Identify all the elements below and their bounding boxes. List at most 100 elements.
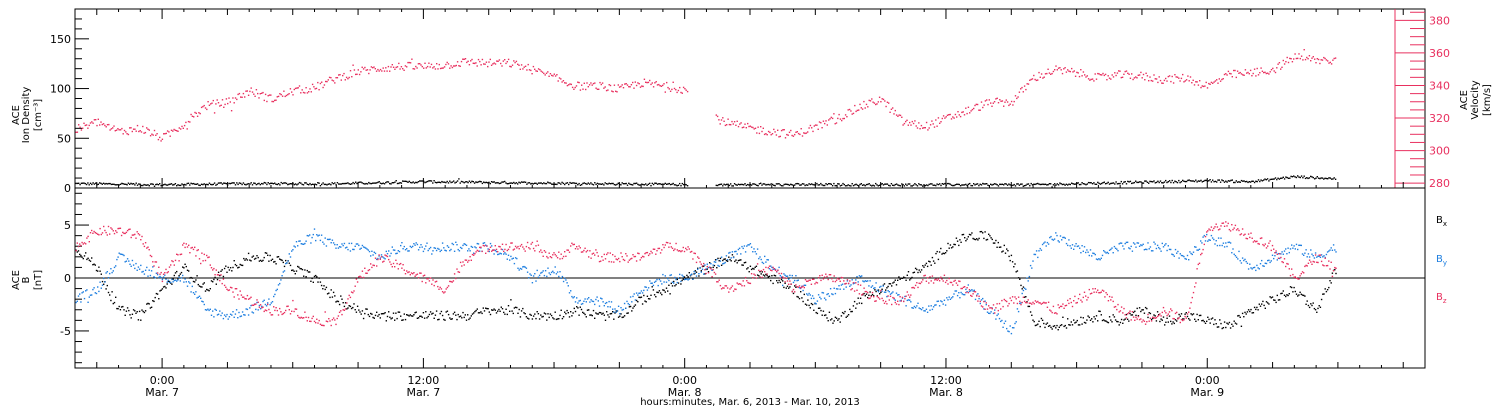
data-point-bz [439, 286, 441, 289]
data-point-ion-density [1081, 182, 1083, 184]
data-point-ion-density [803, 183, 805, 185]
data-point-bz [786, 280, 789, 282]
data-point-bx [149, 307, 152, 309]
data-point-velocity [471, 58, 473, 61]
data-point-bx [289, 264, 292, 267]
data-point-ion-density [129, 183, 131, 185]
data-point-by [1250, 267, 1252, 269]
data-point-velocity [595, 87, 597, 89]
data-point-bz [540, 249, 542, 251]
data-point-bx [161, 288, 164, 290]
data-point-by [762, 262, 765, 265]
data-point-velocity [1260, 67, 1262, 69]
data-point-bx [271, 258, 274, 260]
data-point-bz [341, 313, 343, 316]
data-point-bx [166, 283, 168, 285]
data-point-bx [995, 239, 997, 242]
data-point-by [194, 293, 196, 295]
data-point-bz [685, 247, 687, 250]
data-point-velocity [733, 121, 736, 123]
data-point-bz [578, 245, 580, 247]
data-point-bz [749, 282, 752, 285]
data-point-bx [736, 262, 738, 264]
data-point-velocity [148, 129, 150, 131]
data-point-ion-density [905, 183, 907, 185]
data-point-velocity [373, 66, 375, 68]
data-point-bz [911, 287, 913, 289]
data-point-bx [434, 314, 437, 316]
data-point-bx [731, 254, 734, 256]
data-point-bz [632, 254, 634, 256]
data-point-bx [1208, 318, 1210, 321]
data-point-velocity [210, 103, 212, 105]
data-point-velocity [311, 83, 314, 86]
data-point-ion-density [1290, 175, 1292, 178]
data-point-bx [383, 312, 385, 315]
data-point-by [317, 235, 319, 237]
data-point-ion-density [609, 183, 612, 185]
data-point-bx [1269, 296, 1271, 298]
data-point-by [471, 246, 474, 248]
data-point-bz [693, 252, 695, 254]
data-point-by [160, 276, 162, 279]
data-point-bx [208, 290, 210, 292]
data-point-ion-density [1234, 181, 1236, 184]
data-point-by [459, 246, 462, 249]
data-point-bz [626, 255, 628, 257]
data-point-velocity [552, 75, 554, 77]
data-point-bx [1246, 311, 1249, 313]
data-point-by [1210, 234, 1213, 237]
data-point-bz [574, 248, 577, 250]
data-point-ion-density [1233, 181, 1235, 184]
data-point-velocity [541, 71, 544, 73]
data-point-velocity [664, 91, 666, 93]
data-point-velocity [833, 113, 835, 115]
data-point-by [717, 264, 719, 267]
data-point-bz [509, 246, 511, 248]
data-point-by [1155, 247, 1158, 250]
data-point-bz [583, 249, 585, 252]
data-point-bz [600, 260, 602, 262]
data-point-by [1209, 239, 1211, 241]
data-point-by [651, 282, 653, 284]
data-point-velocity [958, 114, 960, 116]
data-point-by [83, 297, 86, 300]
data-point-bx [412, 315, 414, 317]
data-point-ion-density [1307, 177, 1309, 180]
data-point-velocity [1217, 82, 1219, 84]
data-point-bz [273, 306, 275, 308]
data-point-by [1319, 256, 1322, 258]
data-point-velocity [178, 127, 180, 129]
data-point-bx [583, 312, 585, 314]
data-point-by [986, 311, 989, 313]
data-point-velocity [270, 94, 272, 96]
data-point-bz [158, 266, 160, 268]
data-point-bz [148, 249, 150, 251]
data-point-ion-density [843, 183, 845, 186]
data-point-bx [1138, 307, 1141, 309]
data-point-velocity [1166, 80, 1168, 82]
data-point-bz [441, 291, 444, 293]
data-point-by [949, 298, 952, 300]
data-point-bx [288, 262, 290, 264]
data-point-bx [264, 252, 267, 254]
data-point-bz [661, 249, 663, 251]
data-point-bz [144, 242, 147, 244]
data-point-bz [408, 271, 410, 273]
data-point-bx [461, 317, 463, 319]
data-point-ion-density [446, 180, 448, 183]
data-point-by [931, 308, 934, 311]
data-point-bx [1055, 327, 1057, 329]
data-point-by [111, 271, 113, 274]
data-point-bx [458, 316, 461, 318]
data-point-by [1166, 249, 1168, 252]
data-point-by [574, 301, 577, 303]
data-point-ion-density [902, 183, 904, 186]
data-point-velocity [976, 103, 979, 106]
data-point-velocity [322, 86, 324, 89]
data-point-bz [741, 285, 743, 287]
data-point-ion-density [875, 182, 877, 185]
data-point-bz [616, 259, 619, 261]
data-point-bx [966, 238, 968, 240]
